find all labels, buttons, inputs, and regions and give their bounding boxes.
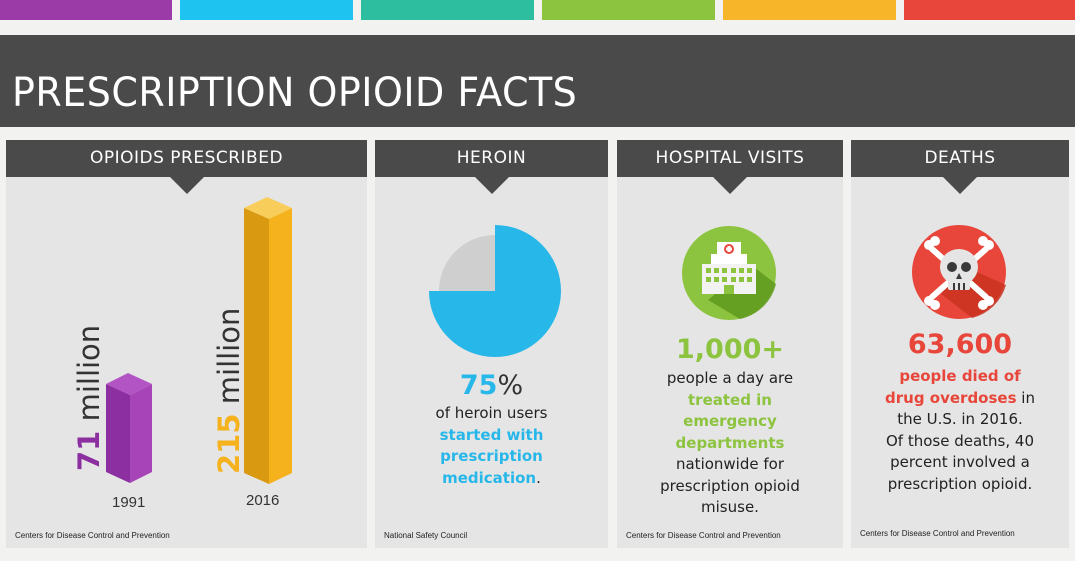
bar-1991-number: 71 <box>72 430 106 471</box>
deaths-number: 63,600 <box>907 329 1013 360</box>
heroin-percent: 75% <box>375 370 608 401</box>
skull-crossbones-icon <box>912 225 1006 319</box>
deaths-stats: 63,600 people died of drug overdoses in … <box>851 329 1069 495</box>
heroin-pie-chart <box>429 225 561 357</box>
color-strip-teal <box>361 0 534 20</box>
header-pointer <box>712 176 748 194</box>
bar-2016-unit: million <box>212 307 246 414</box>
bar-1991-unit: million <box>72 324 106 431</box>
bar-2016-number: 215 <box>212 413 246 474</box>
header-pointer <box>168 176 205 194</box>
hospital-line-3: prescription opioid <box>660 476 800 495</box>
panel-header-label: HOSPITAL VISITS <box>655 148 805 168</box>
panel-header: OPIOIDS PRESCRIBED <box>6 140 367 194</box>
hospital-line-2: nationwide for <box>675 455 784 473</box>
header-pointer <box>473 176 510 194</box>
panel-header: HOSPITAL VISITS <box>617 140 843 194</box>
hospital-line-4: misuse. <box>701 498 759 516</box>
bar-2016-label: 215 million <box>212 308 246 474</box>
deaths-line-3: Of those deaths, 40 <box>885 431 1034 450</box>
bar-1991-left-face <box>106 384 130 483</box>
page-title: PRESCRIPTION OPIOID FACTS <box>12 70 578 116</box>
bar-2016 <box>244 197 292 484</box>
panel-heroin: HEROIN 75% of heroin users started with … <box>375 140 608 548</box>
hospital-highlight-3: departments <box>675 433 785 452</box>
source-citation: Centers for Disease Control and Preventi… <box>626 531 781 540</box>
panel-deaths: DEATHS 63,600 people died of drug overdo… <box>851 140 1069 548</box>
bar-2016-right-face <box>269 208 292 484</box>
heroin-period: . <box>536 468 541 487</box>
heroin-percent-sign: % <box>497 370 524 401</box>
heroin-highlight-1: started with <box>439 425 544 444</box>
hospital-line-1: people a day are <box>666 369 794 387</box>
source-citation: Centers for Disease Control and Preventi… <box>15 531 170 540</box>
deaths-line-1-end: in <box>1016 388 1035 407</box>
color-strip-green <box>542 0 715 20</box>
panel-header-label: HEROIN <box>456 148 527 168</box>
panel-header: DEATHS <box>851 140 1069 194</box>
panel-opioids-prescribed: OPIOIDS PRESCRIBED 71 million 1991 215 m… <box>6 140 367 548</box>
panel-header-label: OPIOIDS PRESCRIBED <box>89 148 284 168</box>
deaths-highlight-line-2: drug overdoses in <box>851 388 1069 410</box>
header-pointer <box>942 176 978 194</box>
deaths-highlight-1: people died of <box>899 367 1021 385</box>
panel-header-label: DEATHS <box>924 148 996 168</box>
panel-hospital-visits: HOSPITAL VISITS 1,000+ people a day are … <box>617 140 843 548</box>
deaths-line-4: percent involved a <box>890 453 1030 471</box>
bar-2016-year: 2016 <box>246 492 280 509</box>
panel-header: HEROIN <box>375 140 608 194</box>
hospital-icon <box>682 226 776 320</box>
heroin-stats: 75% of heroin users started with prescri… <box>375 370 608 489</box>
bar-1991-label: 71 million <box>72 325 106 471</box>
bar-1991-year: 1991 <box>112 494 146 511</box>
color-strip-purple <box>0 0 172 20</box>
bar-2016-top <box>244 197 292 219</box>
heroin-percent-number: 75 <box>459 370 498 401</box>
deaths-line-2: the U.S. in 2016. <box>897 410 1023 428</box>
hospital-number: 1,000+ <box>675 334 785 365</box>
title-band: PRESCRIPTION OPIOID FACTS <box>0 35 1075 127</box>
hospital-highlight-2: emergency <box>683 412 777 430</box>
color-strip-orange <box>723 0 896 20</box>
deaths-highlight-2: drug overdoses <box>885 388 1017 407</box>
color-strip-red <box>904 0 1075 20</box>
bar-2016-left-face <box>244 208 269 484</box>
hospital-stats: 1,000+ people a day are treated in emerg… <box>617 334 843 519</box>
pie-wedge-75 <box>429 225 561 357</box>
heroin-highlight-2: prescription <box>440 447 543 465</box>
source-citation: National Safety Council <box>384 531 468 540</box>
deaths-line-5: prescription opioid. <box>887 474 1033 493</box>
bar-1991 <box>106 373 152 483</box>
color-strip-blue <box>180 0 353 20</box>
bar-1991-top <box>106 373 152 395</box>
source-citation: Centers for Disease Control and Preventi… <box>860 529 1015 538</box>
hospital-highlight-1: treated in <box>688 390 772 409</box>
heroin-line-1: of heroin users <box>435 404 548 422</box>
heroin-highlight-3: medication <box>442 468 537 487</box>
heroin-highlight-line-3: medication. <box>375 468 608 490</box>
bar-1991-right-face <box>130 384 152 483</box>
